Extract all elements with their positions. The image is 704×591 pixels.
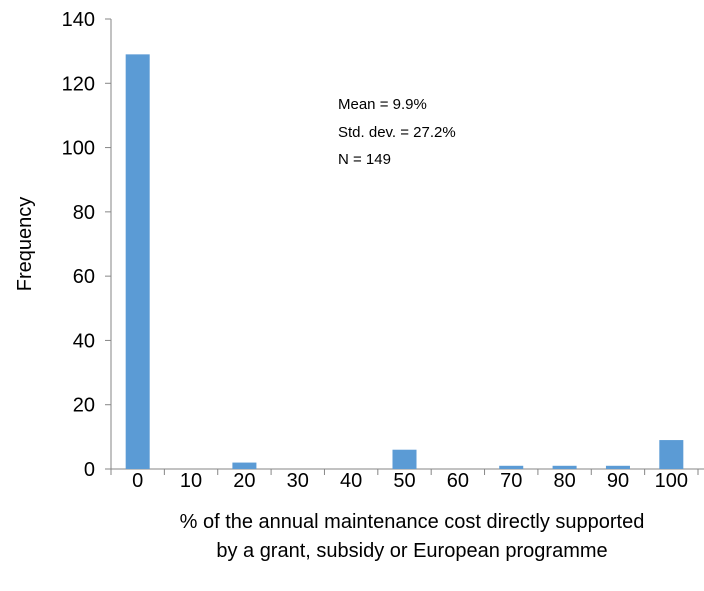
x-tick-label: 100 <box>655 470 688 492</box>
x-tick-label: 30 <box>287 470 309 492</box>
x-tick-label: 40 <box>340 470 362 492</box>
annotation-mean: Mean = 9.9% <box>338 96 427 113</box>
bar <box>605 465 630 469</box>
y-tick-label: 100 <box>62 138 95 160</box>
x-tick-label: 0 <box>132 470 143 492</box>
x-tick-label: 80 <box>553 470 575 492</box>
x-axis: 0 10 20 30 40 50 60 70 80 90 100 <box>110 468 704 492</box>
y-tick-label: 40 <box>73 330 95 352</box>
x-tick-label: 90 <box>607 470 629 492</box>
x-axis-title-line-1: % of the annual maintenance cost directl… <box>180 511 645 533</box>
bar-series <box>125 54 684 469</box>
y-tick-label: 80 <box>73 202 95 224</box>
bar <box>659 440 684 469</box>
y-tick-label: 140 <box>62 9 95 31</box>
bar <box>499 465 524 469</box>
y-tick-label: 20 <box>73 395 95 417</box>
x-tick-label: 10 <box>180 470 202 492</box>
bar <box>392 449 417 469</box>
x-tick-label: 70 <box>500 470 522 492</box>
y-axis-title: Frequency <box>14 197 36 292</box>
y-tick-label: 0 <box>84 459 95 481</box>
y-tick-label: 60 <box>73 266 95 288</box>
annotation-n: N = 149 <box>338 151 391 168</box>
x-axis-title-line-2: by a grant, subsidy or European programm… <box>216 540 607 562</box>
bar <box>125 54 150 469</box>
annotation-std-dev: Std. dev. = 27.2% <box>338 124 456 141</box>
x-tick-label: 50 <box>393 470 415 492</box>
bar <box>552 465 577 469</box>
x-tick-label: 60 <box>447 470 469 492</box>
x-tick-label: 20 <box>233 470 255 492</box>
y-tick-label: 120 <box>62 73 95 95</box>
bar <box>232 462 257 469</box>
y-axis: 0 20 40 60 80 100 120 140 <box>62 9 112 481</box>
